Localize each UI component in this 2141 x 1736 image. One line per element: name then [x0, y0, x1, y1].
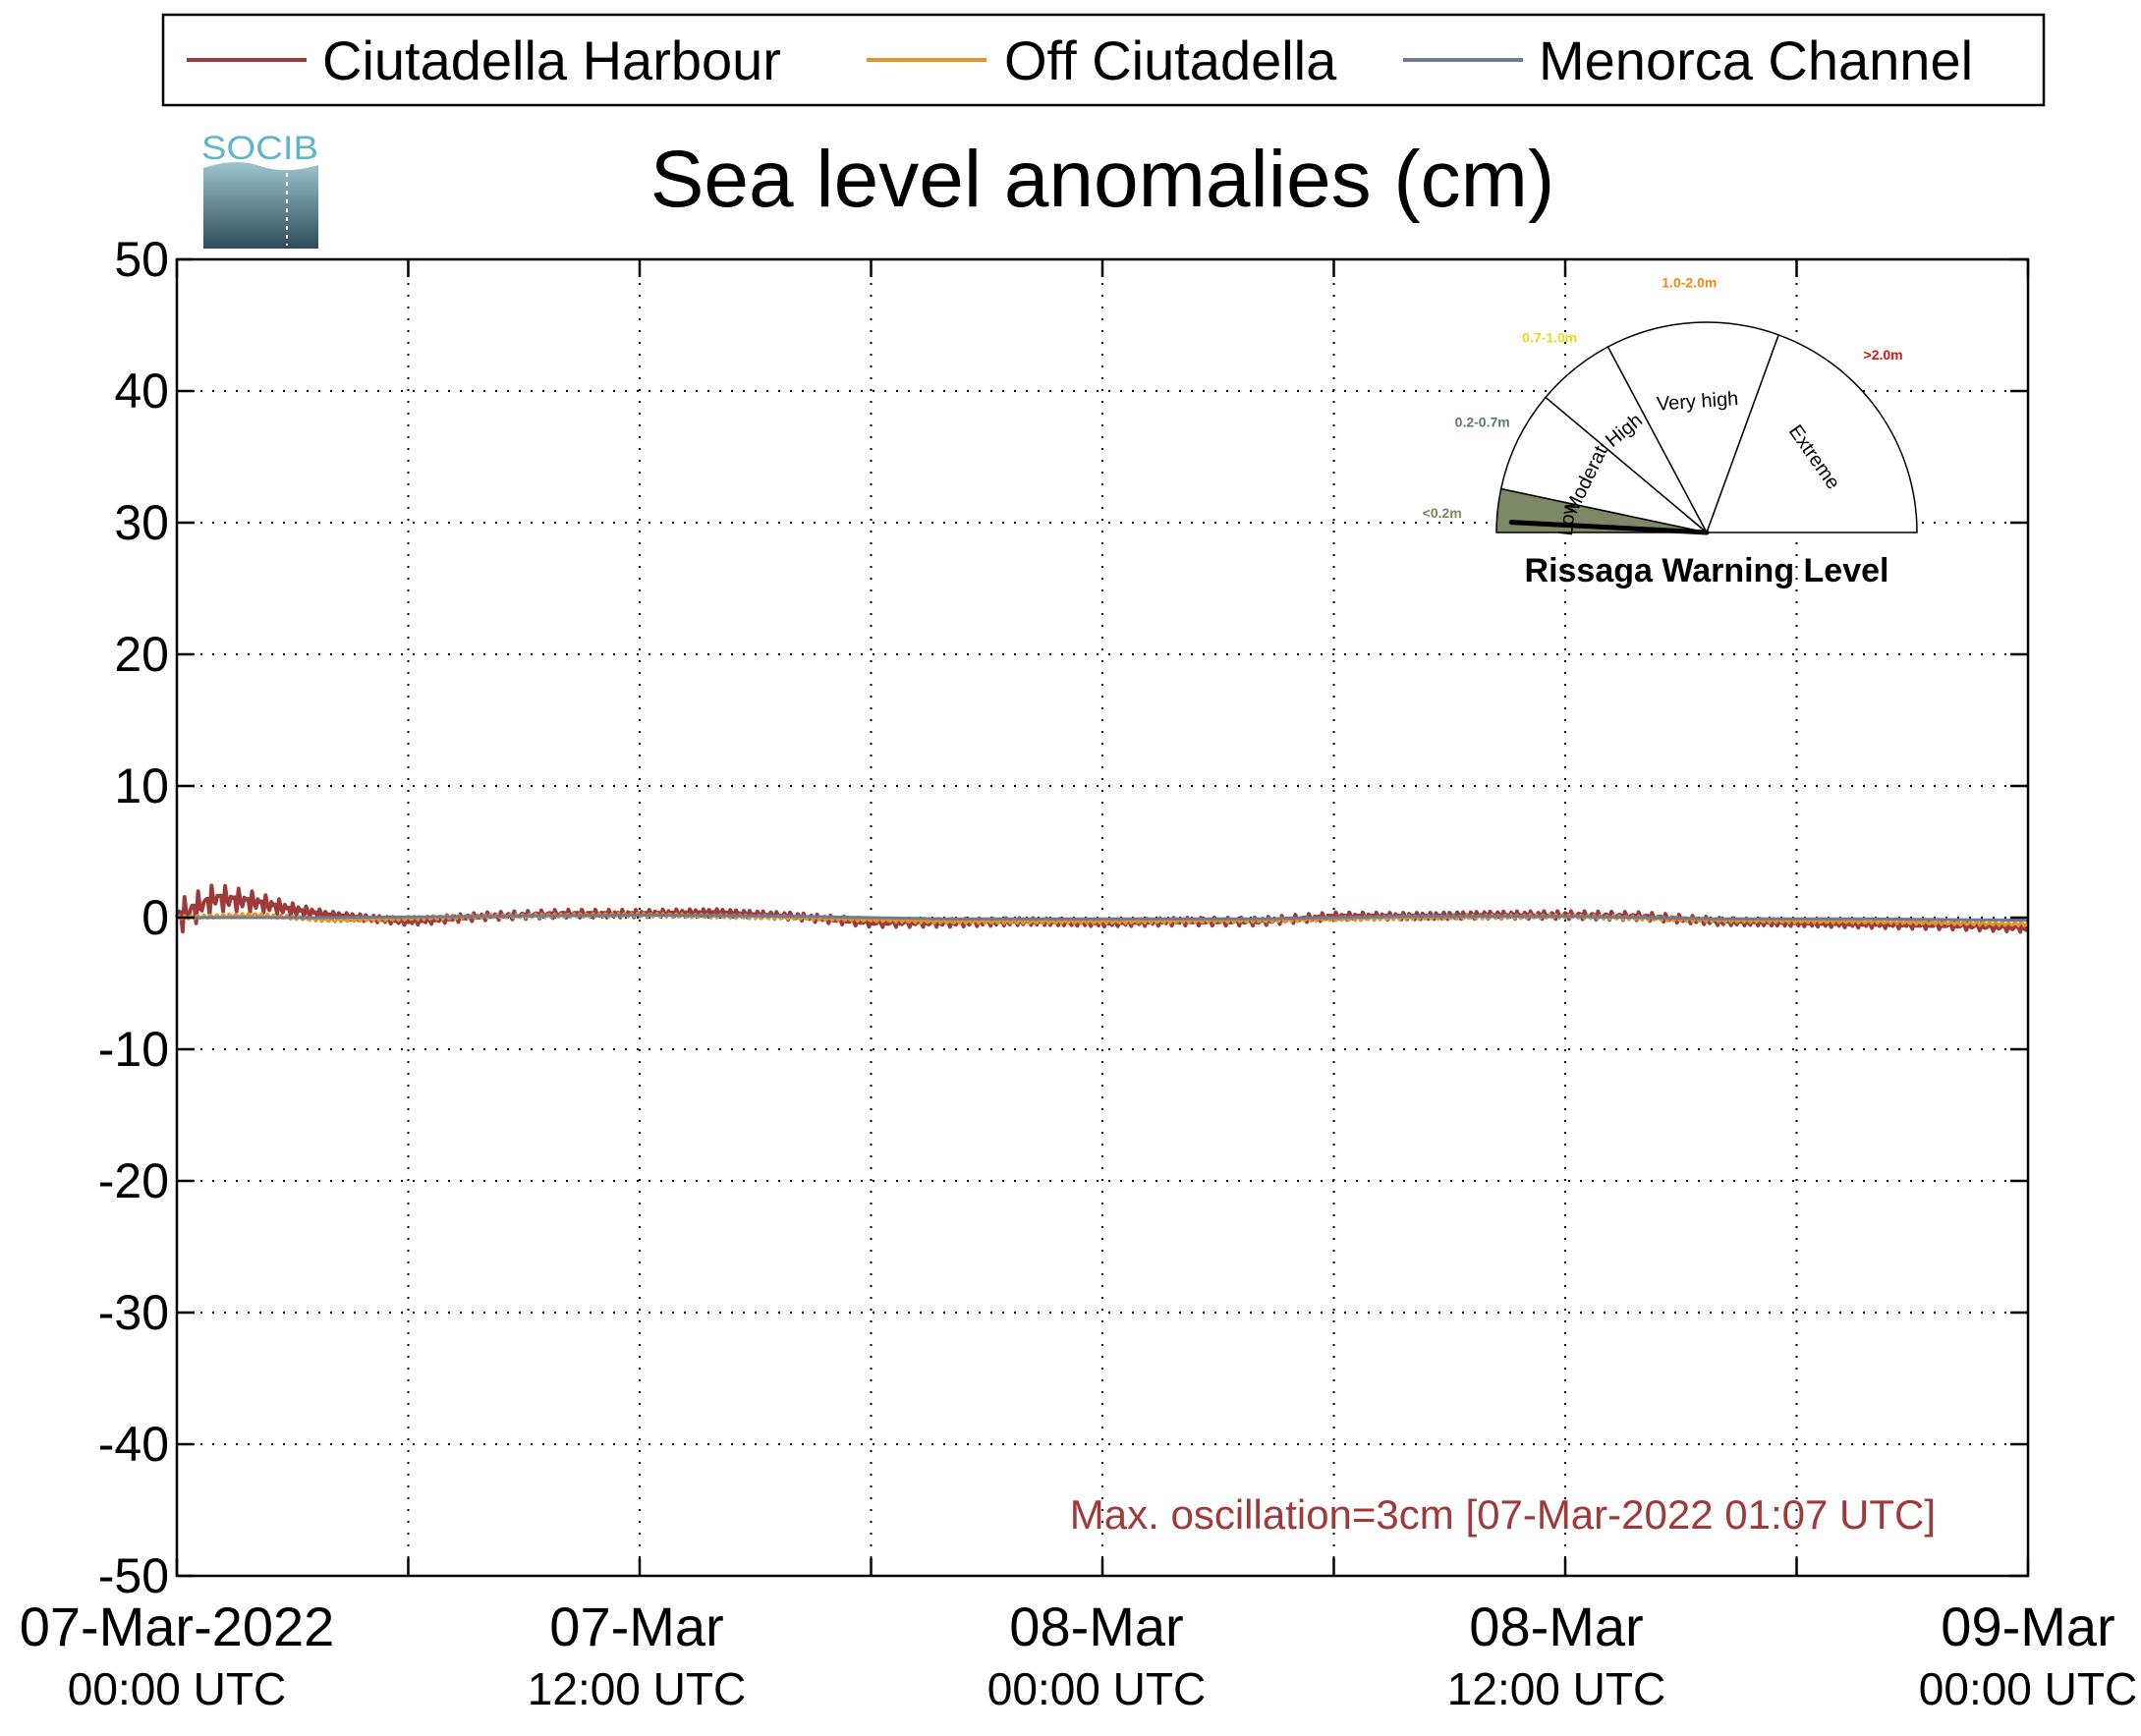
gauge-sector-very-high — [1606, 321, 1780, 534]
series-layer — [175, 883, 2030, 934]
gauge-title: Rissaga Warning Level — [1525, 552, 1889, 589]
y-tick-label: 50 — [114, 232, 169, 287]
y-tick-label: 10 — [114, 758, 169, 813]
gauge-needle — [1508, 520, 1710, 535]
y-tick-label: -10 — [98, 1022, 169, 1077]
y-tick-label: 0 — [141, 890, 169, 945]
x-tick-labels: 07-Mar-2022 00:00 UTC 07-Mar 12:00 UTC 08-Ma… — [20, 1596, 2138, 1714]
x-tick-label-date: 08-Mar — [1009, 1596, 1183, 1657]
gauge-range-label: <0.2m — [1423, 505, 1462, 521]
gauge-sector-moderate — [1499, 396, 1708, 533]
logo-text: SOCIB — [201, 130, 318, 167]
gauge-sector-extreme — [1705, 333, 1918, 533]
x-tick-label-time: 00:00 UTC — [1919, 1663, 2137, 1714]
gauge-range-label: 0.7-1.0m — [1522, 329, 1577, 345]
x-tick-label-date: 08-Mar — [1469, 1596, 1643, 1657]
y-tick-labels: 50 40 30 20 10 0 -10 -20 -30 -40 -50 — [98, 232, 169, 1603]
x-tick-label-time: 00:00 UTC — [68, 1663, 286, 1714]
socib-logo: SOCIB — [201, 130, 318, 249]
legend-label-ciutadella-harbour: Ciutadella Harbour — [322, 29, 781, 91]
x-tick-label-time: 12:00 UTC — [528, 1663, 746, 1714]
gauge-range-label: 1.0-2.0m — [1662, 274, 1717, 290]
chart-title: Sea level anomalies (cm) — [650, 135, 1555, 224]
y-tick-label: 30 — [114, 495, 169, 550]
y-tick-label: -30 — [98, 1285, 169, 1340]
y-tick-label: -50 — [98, 1548, 169, 1603]
legend: Ciutadella Harbour Off Ciutadella Menorc… — [161, 13, 2046, 107]
y-tick-label: -20 — [98, 1153, 169, 1208]
x-tick-label-date: 09-Mar — [1941, 1596, 2114, 1657]
x-tick-label-time: 00:00 UTC — [987, 1663, 1206, 1714]
max-oscillation-annotation: Max. oscillation=3cm [07-Mar-2022 01:07 … — [1070, 1491, 1936, 1538]
x-tick-label-time: 12:00 UTC — [1447, 1663, 1665, 1714]
x-tick-label-date: 07-Mar — [549, 1596, 723, 1657]
gauge-range-label: >2.0m — [1864, 347, 1903, 363]
legend-label-menorca-channel: Menorca Channel — [1539, 29, 1973, 91]
x-tick-label-date: 07-Mar-2022 — [20, 1596, 335, 1657]
y-tick-label: -40 — [98, 1417, 169, 1472]
axes — [175, 257, 2030, 1578]
y-tick-label: 20 — [114, 627, 169, 682]
gauge-range-label: 0.2-0.7m — [1455, 414, 1510, 429]
y-tick-label: 40 — [114, 364, 169, 419]
legend-label-off-ciutadella: Off Ciutadella — [1004, 29, 1337, 91]
series-line-menorca-channel — [177, 913, 2028, 923]
